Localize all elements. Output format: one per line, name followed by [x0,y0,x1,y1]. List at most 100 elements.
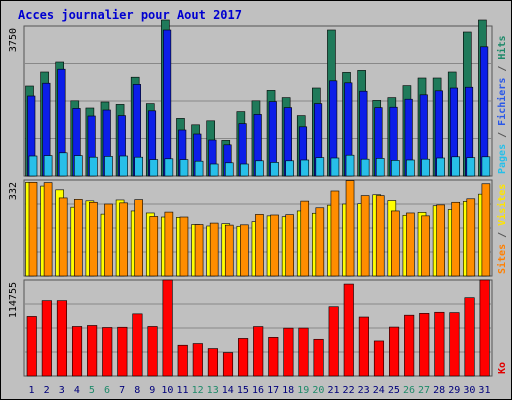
traffic-panel-legend-item-2: Fichiers [496,78,508,132]
sites-bar-5 [89,201,98,277]
ko-bar-12 [192,343,203,377]
x-tick-label-28: 28 [433,385,445,396]
pages-bar-19 [300,159,310,177]
x-tick-label-2: 2 [44,385,50,396]
pages-bar-8 [134,156,143,177]
sites-bar-21 [330,190,340,277]
x-tick-label-23: 23 [358,385,370,396]
pages-bar-17 [270,162,279,177]
x-tick-label-10: 10 [161,385,173,396]
pages-bar-7 [119,155,128,177]
pages-bar-3 [58,152,68,177]
sites-bar-10 [164,211,174,277]
x-tick-label-25: 25 [388,385,400,396]
ko-bar-4 [71,326,83,377]
x-tick-label-31: 31 [478,385,490,396]
pages-bar-1 [28,155,38,177]
ko-bar-10 [162,279,173,377]
ko-bar-11 [177,344,188,377]
ko-bar-29 [449,312,460,377]
sites-bar-17 [270,214,279,277]
ko-bar-8 [132,313,143,377]
sites-bar-13 [209,222,219,277]
sites-bar-26 [406,212,415,277]
pages-bar-25 [391,160,400,177]
ko-bar-14 [222,352,234,377]
pages-bar-2 [43,155,53,177]
ko-bar-6 [102,327,113,377]
x-tick-label-3: 3 [59,385,65,396]
x-tick-label-15: 15 [237,385,249,396]
x-tick-label-17: 17 [267,385,279,396]
sites-bar-14 [224,224,234,277]
sites-bar-22 [345,180,355,277]
ko-bar-16 [253,326,264,377]
sites-bar-8 [134,199,143,277]
pages-bar-10 [164,158,174,177]
chart-title: Acces journalier pour Aout 2017 [18,8,242,22]
pages-bar-4 [73,155,83,177]
x-tick-label-30: 30 [463,385,475,396]
pages-bar-11 [179,159,189,177]
x-tick-label-8: 8 [134,385,140,396]
x-tick-label-12: 12 [192,385,204,396]
x-tick-label-29: 29 [448,385,460,396]
sites-bar-1 [28,182,38,277]
sites-bar-30 [466,198,476,277]
sites-bar-29 [451,201,461,277]
traffic-panel-ymax-label: 3750 [8,28,19,52]
pages-bar-16 [255,160,264,177]
x-tick-label-19: 19 [297,385,309,396]
pages-bar-24 [375,158,385,177]
pages-bar-30 [466,157,476,177]
traffic-panel-legend-item-1: / [497,132,508,144]
pages-bar-27 [421,158,430,177]
x-tick-label-13: 13 [207,385,219,396]
traffic-panel-legend-item-4: Hits [496,36,508,66]
traffic-panel-legend-item-0: Pages [497,144,508,174]
x-tick-label-16: 16 [252,385,264,396]
sites-bar-4 [73,199,83,277]
ko-bar-31 [479,279,490,377]
ko-bar-1 [26,316,37,377]
ko-bar-22 [343,283,354,377]
bandwidth-panel-legend: Ko [497,362,508,374]
sites-bar-6 [104,203,113,277]
pages-bar-22 [345,154,355,177]
sites-bar-20 [315,207,325,277]
sites-bar-31 [481,183,491,277]
ko-bar-18 [283,327,294,377]
pages-bar-12 [194,160,204,177]
ko-bar-25 [389,326,400,377]
sites-bar-2 [43,182,53,277]
x-tick-label-11: 11 [176,385,188,396]
sites-bar-9 [149,216,159,277]
ko-bar-20 [313,338,324,377]
sites-bar-27 [421,215,430,277]
sites-bar-12 [194,224,204,277]
ko-bar-3 [56,300,67,377]
sites-bar-15 [240,224,249,277]
visitors-panel-legend-item-1: / [497,232,508,244]
ko-bar-19 [298,327,309,377]
traffic-panel-legend: Pages / Fichiers / Hits [496,36,508,175]
sites-bar-3 [58,197,68,277]
ko-bar-23 [358,316,369,377]
x-tick-label-14: 14 [222,385,234,396]
x-tick-label-9: 9 [149,385,155,396]
x-tick-label-20: 20 [312,385,324,396]
pages-bar-15 [240,163,249,177]
sites-bar-19 [300,200,310,277]
x-tick-label-24: 24 [373,385,385,396]
x-tick-label-1: 1 [29,385,35,396]
x-tick-label-7: 7 [119,385,125,396]
x-tick-label-4: 4 [74,385,80,396]
ko-bar-5 [87,325,98,377]
x-tick-label-26: 26 [403,385,415,396]
ko-bar-26 [404,314,415,377]
pages-bar-26 [406,159,415,177]
ko-bar-7 [117,326,128,377]
pages-bar-5 [89,156,98,177]
ko-bar-21 [328,306,339,377]
sites-bar-11 [179,216,189,277]
